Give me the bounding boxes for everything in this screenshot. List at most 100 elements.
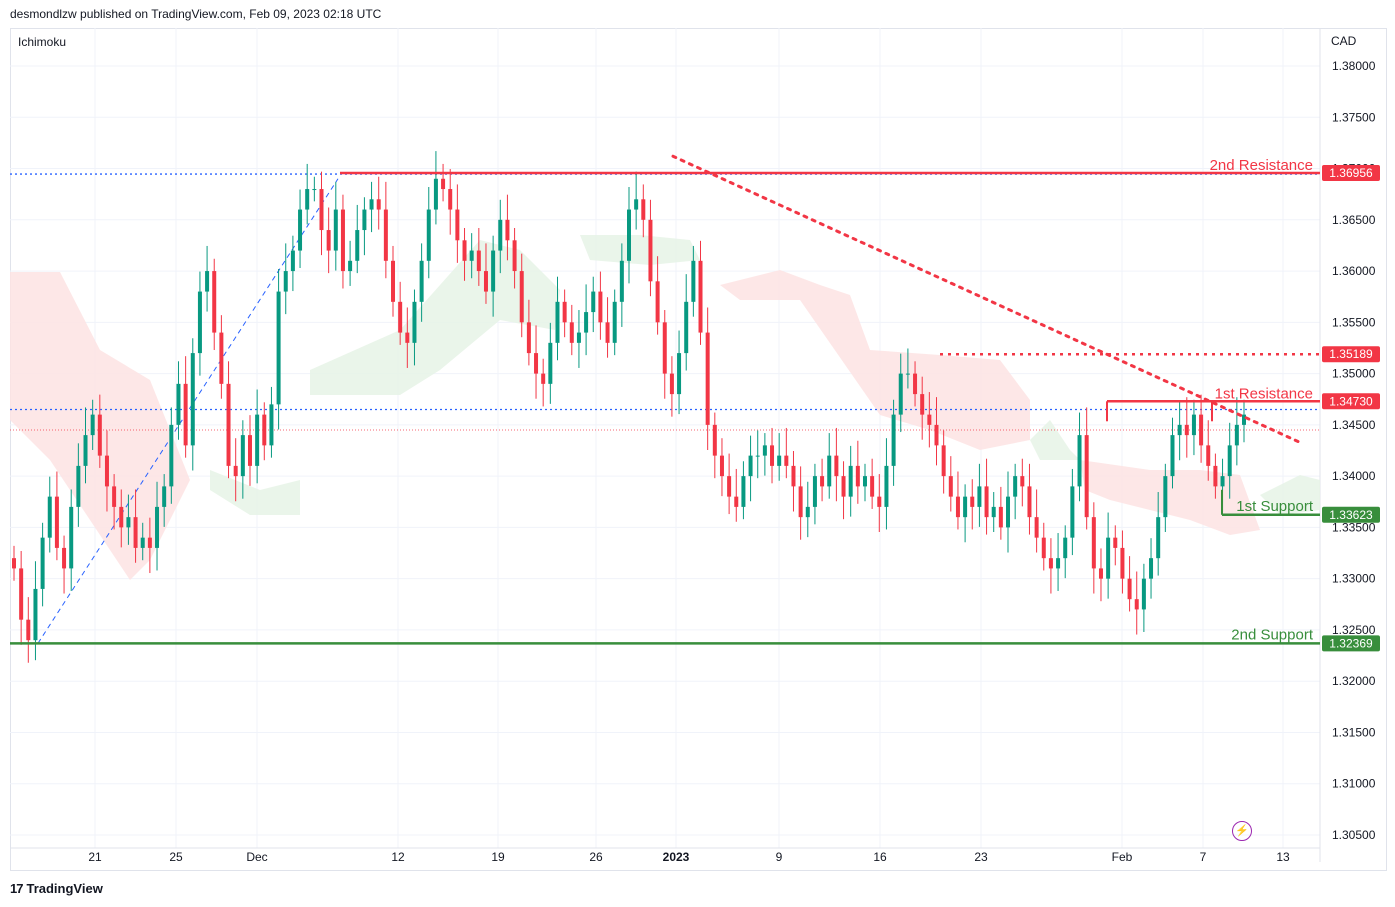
candle-body	[169, 424, 174, 487]
candle-body	[97, 414, 102, 456]
candle-body	[505, 219, 510, 241]
y-tick-label: 1.35000	[1332, 367, 1376, 381]
candle-body	[748, 455, 753, 477]
candle-body	[247, 435, 252, 466]
candle-body	[469, 250, 474, 261]
x-tick-label: 9	[776, 850, 783, 864]
candle-body	[190, 353, 195, 446]
candle-body	[155, 506, 160, 548]
candle-body	[719, 455, 724, 477]
candle-body	[1063, 537, 1068, 559]
y-tick-label: 1.32000	[1332, 674, 1376, 688]
candle-body	[1199, 414, 1204, 446]
candle-body	[441, 178, 446, 190]
y-tick-label: 1.32500	[1332, 623, 1376, 637]
y-tick-label: 1.33500	[1332, 520, 1376, 534]
candle-body	[534, 353, 539, 374]
x-tick-label: 16	[873, 850, 887, 864]
candle-body	[584, 312, 589, 333]
candle-body	[491, 250, 496, 292]
candle-body	[712, 424, 717, 456]
ichimoku-cloud	[1080, 460, 1260, 535]
candle-body	[433, 178, 438, 210]
candle-body	[212, 271, 217, 333]
candle-body	[1013, 476, 1018, 497]
x-tick-label: 2023	[663, 850, 690, 864]
descending-trendline	[671, 154, 1304, 445]
currency-label: CAD	[1331, 34, 1357, 48]
candle-body	[462, 240, 467, 261]
y-tick-label: 1.34000	[1332, 469, 1376, 483]
ichimoku-cloud	[1260, 475, 1320, 515]
candle-body	[1242, 414, 1246, 425]
x-tick-label: 25	[169, 850, 183, 864]
candle-body	[605, 322, 610, 343]
candle-body	[662, 322, 667, 374]
candle-body	[355, 230, 360, 261]
candle-body	[691, 260, 696, 302]
candle-body	[183, 383, 188, 446]
candle-body	[319, 189, 324, 231]
price-tag	[1322, 165, 1380, 182]
candle-body	[448, 189, 453, 210]
candle-body	[1177, 424, 1182, 436]
candle-body	[848, 465, 853, 497]
candle-body	[991, 506, 996, 518]
candle-body	[526, 322, 531, 354]
footer-brand[interactable]: 17 TradingView	[10, 881, 103, 896]
candle-body	[684, 301, 689, 354]
y-tick-label: 1.36500	[1332, 213, 1376, 227]
candle-body	[76, 465, 81, 507]
candle-body	[970, 496, 975, 507]
candle-body	[1191, 414, 1196, 436]
candle-body	[119, 506, 124, 528]
candle-body	[412, 301, 417, 343]
x-tick-label: 7	[1200, 850, 1207, 864]
level-name-label: 2nd Support	[1231, 626, 1314, 643]
candle-body	[941, 445, 946, 477]
candle-body	[591, 291, 596, 313]
candle-body	[326, 230, 331, 251]
candle-body	[1141, 578, 1146, 610]
indicator-label[interactable]: Ichimoku	[18, 35, 67, 49]
candle-body	[1234, 424, 1239, 446]
candle-body	[541, 373, 546, 384]
price-tag-label: 1.33623	[1329, 508, 1373, 522]
candle-body	[1156, 517, 1161, 559]
candle-body	[1020, 476, 1025, 487]
y-tick-label: 1.31500	[1332, 725, 1376, 739]
candle-body	[398, 301, 403, 333]
price-tag	[1322, 635, 1380, 652]
candle-body	[133, 517, 138, 548]
candle-body	[419, 260, 424, 302]
candle-body	[1041, 537, 1046, 559]
candle-body	[255, 414, 260, 466]
candle-body	[798, 486, 803, 518]
candle-body	[219, 332, 224, 384]
lightning-icon[interactable]: ⚡	[1232, 821, 1252, 841]
candle-body	[26, 619, 31, 641]
candle-body	[1163, 476, 1168, 518]
candle-body	[877, 496, 882, 507]
y-tick-label: 1.36000	[1332, 264, 1376, 278]
candle-body	[269, 404, 274, 446]
candle-body	[884, 465, 889, 507]
ichimoku-cloud	[210, 470, 300, 515]
candle-body	[641, 199, 646, 220]
candle-body	[391, 260, 396, 302]
candle-body	[1091, 517, 1096, 569]
candle-body	[820, 476, 825, 487]
candle-body	[827, 455, 832, 487]
candle-body	[1070, 486, 1075, 538]
ichimoku-cloud	[580, 235, 700, 265]
candle-body	[1120, 547, 1125, 579]
candle-body	[312, 189, 317, 191]
candle-body	[791, 465, 796, 487]
price-tag-label: 1.35189	[1329, 347, 1373, 361]
candle-body	[369, 199, 374, 210]
candle-body	[891, 414, 896, 466]
candle-body	[741, 476, 746, 507]
candle-body	[862, 476, 867, 487]
candle-body	[1084, 435, 1089, 518]
